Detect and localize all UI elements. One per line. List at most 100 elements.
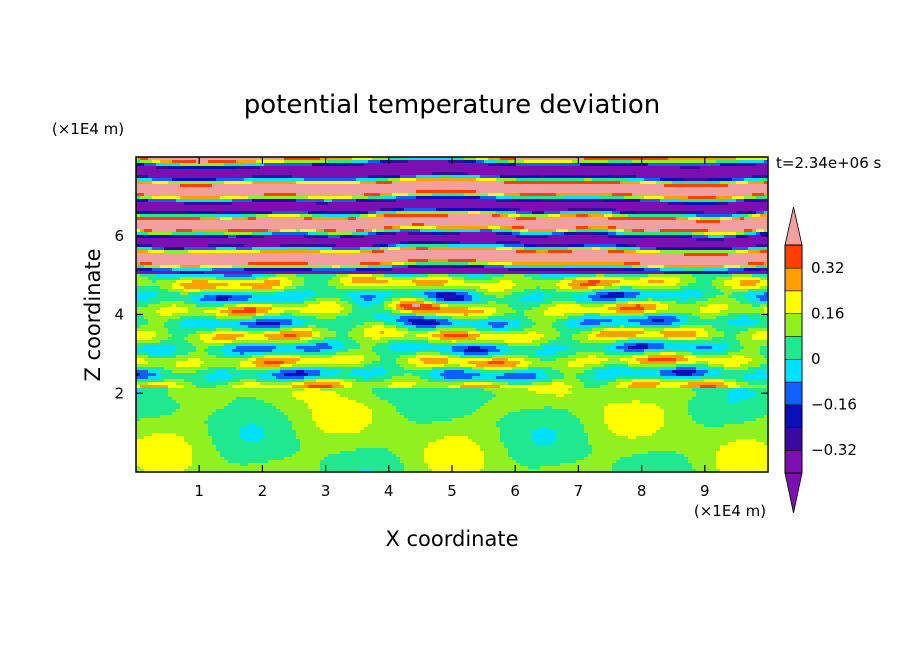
field-cell [456, 178, 461, 182]
field-cell [764, 169, 768, 173]
field-cell [624, 178, 629, 182]
field-cell [188, 163, 193, 167]
field-cell [704, 157, 709, 161]
field-cell [348, 166, 353, 170]
field-cell [344, 169, 349, 173]
field-cell [764, 160, 768, 164]
field-cell [356, 166, 361, 170]
field-cell [208, 163, 213, 167]
field-cell [496, 163, 501, 167]
field-cell [652, 160, 657, 164]
field-cell [604, 169, 609, 173]
field-cell [616, 157, 621, 161]
field-cell [324, 175, 329, 179]
field-cell [440, 175, 445, 179]
field-cell [160, 169, 165, 173]
field-cell [700, 169, 705, 173]
field-cell [708, 172, 713, 176]
field-cell [360, 178, 365, 182]
field-cell [232, 169, 237, 173]
field-cell [280, 169, 285, 173]
field-cell [648, 157, 653, 161]
field-cell [252, 166, 257, 170]
field-cell [216, 169, 221, 173]
field-cell [484, 169, 489, 173]
field-cell [208, 172, 213, 176]
field-cell [604, 172, 609, 176]
field-cell [240, 178, 245, 182]
field-cell [712, 175, 717, 179]
field-cell [724, 163, 729, 167]
field-cell [212, 175, 217, 179]
field-cell [408, 178, 413, 182]
field-cell [760, 157, 765, 161]
field-cell [552, 157, 557, 161]
field-cell [380, 178, 385, 182]
field-cell [172, 169, 177, 173]
field-cell [696, 166, 701, 170]
field-cell [704, 169, 709, 173]
field-cell [644, 169, 649, 173]
field-cell [764, 157, 768, 161]
field-cell [440, 157, 445, 161]
field-cell [280, 166, 285, 170]
field-cell [416, 175, 421, 179]
field-cell [572, 160, 577, 164]
field-cell [276, 169, 281, 173]
field-cell [564, 163, 569, 167]
field-cell [668, 160, 673, 164]
field-cell [360, 160, 365, 164]
field-cell [144, 157, 149, 161]
field-cell [504, 178, 509, 182]
field-cell [348, 160, 353, 164]
field-cell [316, 166, 321, 170]
field-cell [652, 172, 657, 176]
field-cell [168, 157, 173, 161]
field-cell [560, 169, 565, 173]
field-cell [368, 166, 373, 170]
field-cell [148, 160, 153, 164]
field-cell [252, 163, 257, 167]
field-cell [428, 160, 433, 164]
field-cell [336, 166, 341, 170]
field-cell [140, 166, 145, 170]
field-cell [492, 175, 497, 179]
field-cell [244, 163, 249, 167]
field-cell [696, 163, 701, 167]
field-cell [352, 175, 357, 179]
field-cell [360, 157, 365, 161]
field-cell [612, 178, 617, 182]
field-cell [368, 157, 373, 161]
field-cell [560, 172, 565, 176]
field-cell [472, 163, 477, 167]
field-cell [580, 160, 585, 164]
field-cell [648, 178, 653, 182]
field-cell [328, 157, 333, 161]
field-cell [756, 175, 761, 179]
field-cell [716, 172, 721, 176]
field-cell [592, 169, 597, 173]
field-cell [156, 175, 161, 179]
field-cell [260, 178, 265, 182]
field-cell [184, 175, 189, 179]
field-cell [248, 160, 253, 164]
field-cell [528, 163, 533, 167]
field-cell [464, 163, 469, 167]
field-cell [704, 160, 709, 164]
field-cell [580, 175, 585, 179]
field-cell [236, 166, 241, 170]
field-cell [436, 163, 441, 167]
field-cell [152, 166, 157, 170]
field-cell [764, 166, 768, 170]
field-cell [720, 160, 725, 164]
field-cell [312, 172, 317, 176]
field-cell [436, 169, 441, 173]
field-cell [664, 169, 669, 173]
field-cell [568, 166, 573, 170]
field-cell [636, 175, 641, 179]
field-cell [456, 163, 461, 167]
field-cell [428, 172, 433, 176]
field-cell [616, 178, 621, 182]
field-cell [440, 172, 445, 176]
